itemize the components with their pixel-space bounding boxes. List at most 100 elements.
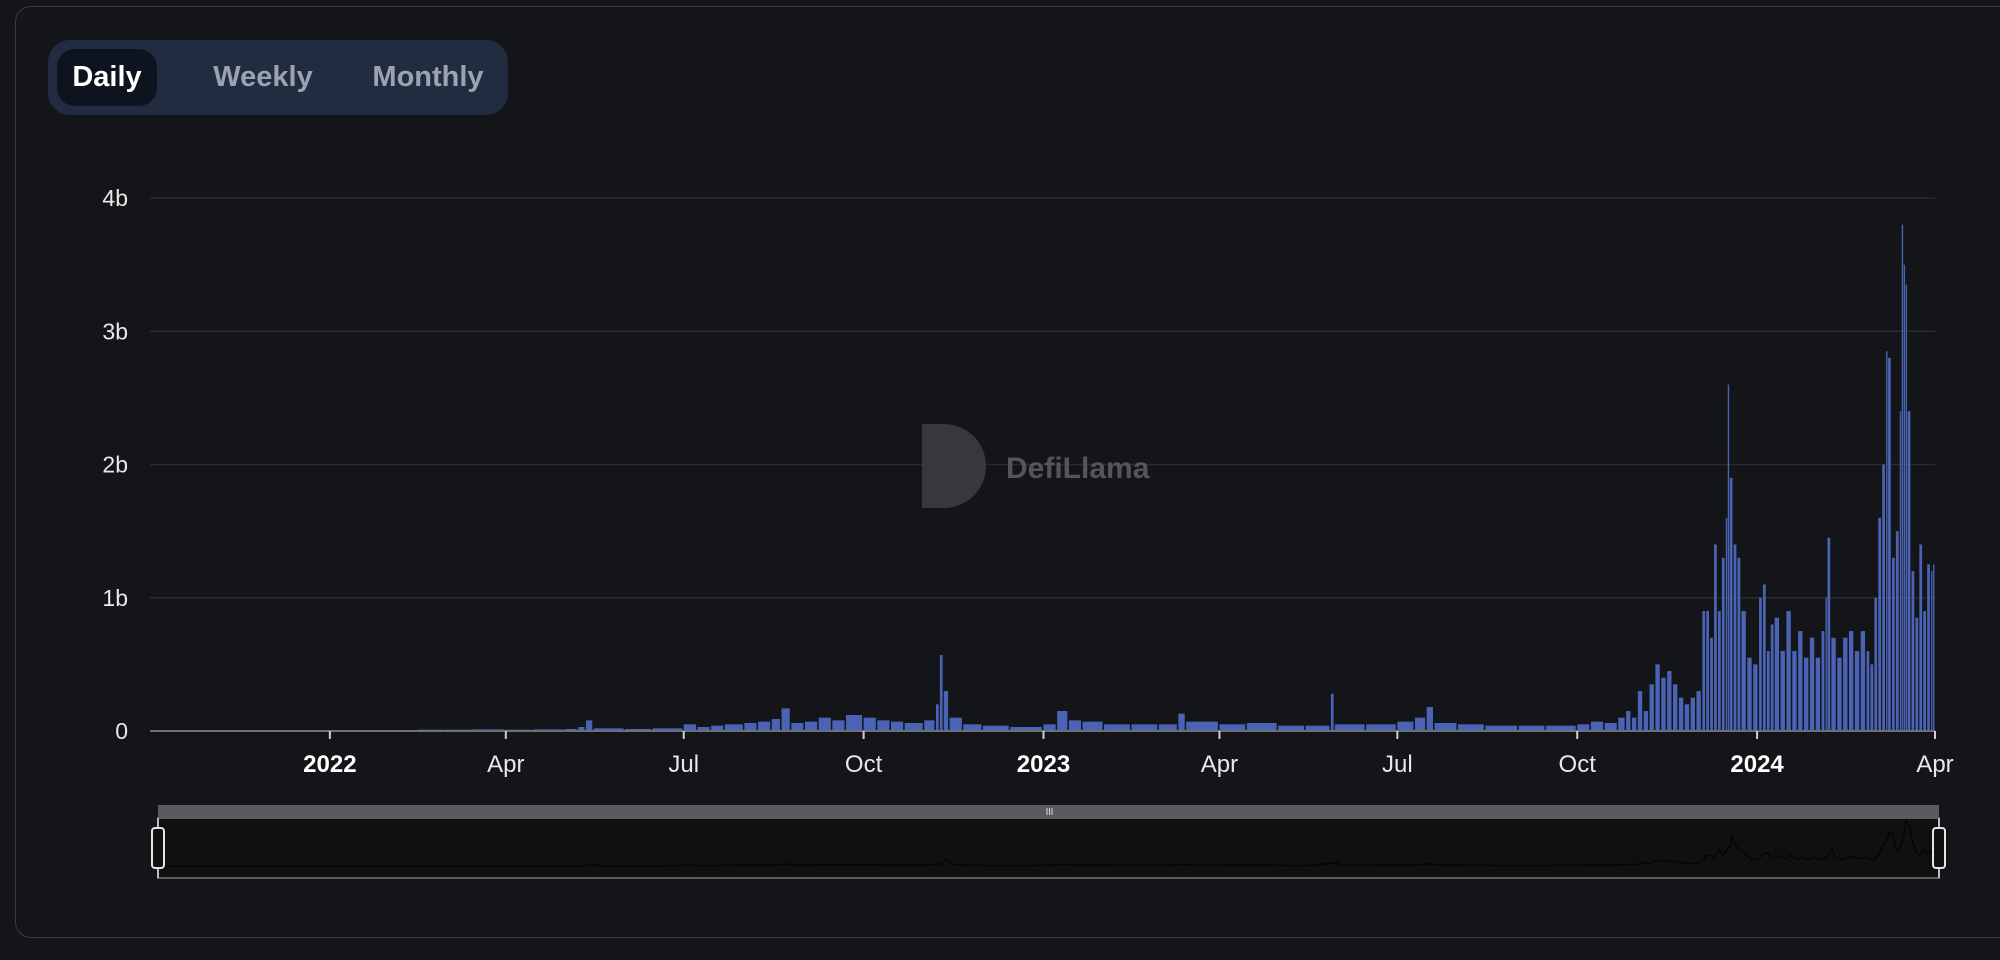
- bar: [1057, 711, 1068, 731]
- bar: [1667, 671, 1672, 731]
- bar: [890, 721, 904, 731]
- bar: [1878, 517, 1882, 731]
- bar: [1010, 727, 1042, 731]
- bar: [1903, 264, 1906, 731]
- bar: [1655, 664, 1660, 731]
- bar: [1219, 724, 1246, 731]
- tab-weekly[interactable]: Weekly: [213, 61, 313, 93]
- bar: [683, 724, 696, 731]
- bar: [877, 720, 890, 731]
- bar: [982, 725, 1009, 731]
- bar: [593, 728, 624, 731]
- defillama-watermark: DefiLlama: [922, 424, 1150, 508]
- navigator-slider-bar: [158, 805, 1939, 818]
- bar: [1673, 684, 1678, 731]
- bar: [1923, 611, 1927, 731]
- bar: [1809, 637, 1815, 731]
- bar: [1684, 704, 1690, 731]
- bar: [1854, 651, 1860, 731]
- bar: [1792, 651, 1797, 731]
- bar: [1631, 717, 1637, 731]
- bar: [1545, 725, 1576, 731]
- bar: [904, 723, 923, 731]
- bar: [1727, 384, 1730, 731]
- bar: [744, 723, 757, 731]
- bar: [1848, 631, 1854, 731]
- bar: [1907, 411, 1911, 731]
- bar: [1866, 651, 1870, 731]
- bar: [1895, 531, 1899, 731]
- bar: [1397, 721, 1414, 731]
- x-tick-label: Apr: [487, 751, 524, 778]
- navigator-handle[interactable]: [151, 827, 165, 869]
- bar: [1186, 721, 1218, 731]
- navigator-handle[interactable]: [1932, 827, 1946, 869]
- bar: [1825, 597, 1827, 731]
- x-tick-label: 2024: [1730, 751, 1784, 778]
- llama-logo-icon: [922, 424, 986, 508]
- bar: [1577, 724, 1590, 731]
- bar: [1131, 724, 1158, 731]
- bar: [1696, 691, 1701, 731]
- bar: [1457, 724, 1484, 731]
- bar: [1246, 723, 1277, 731]
- bar: [1717, 611, 1721, 731]
- y-tick-label: 0: [115, 718, 128, 744]
- bar: [1178, 713, 1185, 731]
- bar: [1426, 707, 1433, 731]
- bar: [1637, 691, 1643, 731]
- bar: [1702, 611, 1706, 731]
- bar: [1933, 564, 1935, 731]
- tab-daily[interactable]: Daily: [57, 49, 157, 106]
- bar: [758, 721, 771, 731]
- bar: [1915, 617, 1919, 731]
- bar: [963, 724, 982, 731]
- bar: [724, 724, 743, 731]
- y-tick-label: 2b: [102, 452, 128, 478]
- bar: [1747, 657, 1752, 731]
- bar: [1733, 544, 1737, 731]
- x-tick-label: 2022: [303, 751, 356, 778]
- bar: [832, 720, 845, 731]
- bar: [1678, 697, 1684, 731]
- x-tick-label: Oct: [845, 751, 883, 778]
- zoom-navigator[interactable]: [151, 805, 1946, 879]
- x-tick-label: Jul: [668, 751, 699, 778]
- bar: [1804, 657, 1809, 731]
- bar: [781, 708, 790, 731]
- bar: [943, 691, 949, 731]
- bar: [1334, 724, 1365, 731]
- bar: [1798, 631, 1803, 731]
- bar: [1741, 611, 1746, 731]
- bar: [1737, 557, 1741, 731]
- bar: [1725, 517, 1728, 731]
- bar: [1774, 617, 1780, 731]
- bar: [1827, 537, 1831, 731]
- bar: [1690, 697, 1695, 731]
- bar: [1837, 657, 1842, 731]
- bar: [1870, 664, 1874, 731]
- bar: [1860, 631, 1866, 731]
- x-tick-label: Apr: [1201, 751, 1238, 778]
- navigator-window: [157, 817, 1940, 879]
- bar: [1104, 724, 1130, 731]
- bar: [1886, 351, 1888, 731]
- y-tick-label: 1b: [102, 585, 128, 611]
- bar: [1414, 717, 1426, 731]
- bar: [1068, 720, 1082, 731]
- bar: [1082, 721, 1103, 731]
- bar: [1821, 631, 1825, 731]
- bar: [1604, 723, 1617, 731]
- bar: [1305, 725, 1330, 731]
- bar: [1485, 725, 1518, 731]
- bar: [1899, 411, 1902, 731]
- bar: [1911, 571, 1915, 731]
- x-tick-label: 2023: [1017, 751, 1070, 778]
- bar: [949, 717, 962, 731]
- bar: [1753, 664, 1758, 731]
- tab-monthly[interactable]: Monthly: [372, 61, 484, 93]
- watermark-text: DefiLlama: [1006, 452, 1150, 485]
- bar: [1770, 624, 1774, 731]
- y-tick-label: 3b: [102, 318, 128, 344]
- bar: [1366, 724, 1396, 731]
